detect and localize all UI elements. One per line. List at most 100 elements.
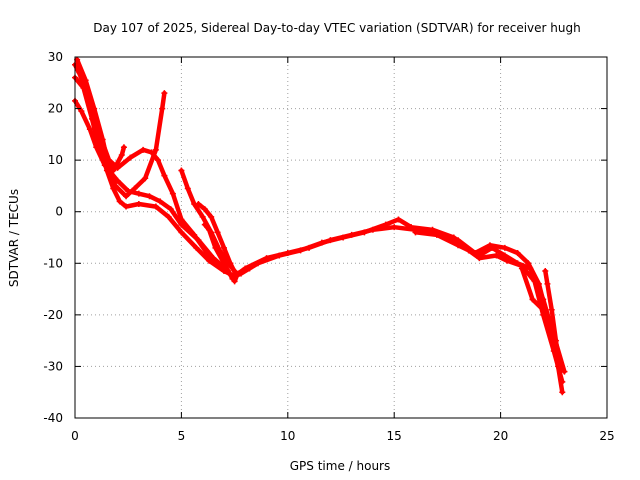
data-point <box>120 144 127 151</box>
data-point <box>116 198 123 205</box>
data-point <box>489 244 496 251</box>
data-point <box>501 244 508 251</box>
data-point <box>178 229 185 236</box>
data-point <box>123 193 130 200</box>
data-point <box>318 239 325 246</box>
data-point <box>203 249 210 256</box>
data-point <box>548 306 555 313</box>
data-point <box>559 378 566 385</box>
x-axis-title: GPS time / hours <box>290 459 391 473</box>
y-axis-title: SDTVAR / TECUs <box>7 189 21 287</box>
y-tick-label: 10 <box>48 153 63 167</box>
data-point <box>391 224 398 231</box>
data-point <box>429 226 436 233</box>
data-point <box>154 157 161 164</box>
data-point <box>184 185 191 192</box>
data-point <box>93 144 100 151</box>
data-point <box>114 164 121 171</box>
data-point <box>450 234 457 241</box>
data-point <box>206 226 213 233</box>
data-point <box>178 167 185 174</box>
data-point <box>157 198 164 205</box>
data-point <box>229 275 236 282</box>
data-point <box>503 257 510 264</box>
data-point <box>167 206 174 213</box>
data-point <box>544 280 551 287</box>
data-point <box>412 229 419 236</box>
data-point <box>140 146 147 153</box>
data-point <box>112 182 119 189</box>
y-tick-label: -20 <box>43 308 63 322</box>
axis-ticks: 0 5 10 15 20 25 -40 -30 -20 -10 0 10 20 30 <box>43 50 614 443</box>
data-point <box>165 213 172 220</box>
x-tick-label: 15 <box>387 429 402 443</box>
x-tick-label: 20 <box>493 429 508 443</box>
data-point <box>123 203 130 210</box>
y-tick-label: 30 <box>48 50 63 64</box>
series-trace-7 <box>195 200 240 285</box>
data-point <box>227 260 234 267</box>
series-trace-11 <box>542 268 564 375</box>
data-point <box>78 108 85 115</box>
data-point <box>408 224 415 231</box>
data-point <box>146 193 153 200</box>
x-tick-label: 5 <box>178 429 186 443</box>
data-point <box>529 296 536 303</box>
data-point <box>76 69 83 76</box>
data-point <box>493 252 500 259</box>
data-point <box>106 157 113 164</box>
data-point <box>514 249 521 256</box>
data-point <box>195 200 202 207</box>
data-point <box>395 216 402 223</box>
data-point <box>233 273 240 280</box>
data-point <box>340 234 347 241</box>
data-point <box>97 133 104 140</box>
data-point <box>86 100 93 107</box>
data-point <box>216 262 223 269</box>
data-point <box>476 255 483 262</box>
x-tick-label: 10 <box>280 429 295 443</box>
data-point <box>220 244 227 251</box>
data-point <box>135 200 142 207</box>
data-point <box>552 337 559 344</box>
plot-frame <box>74 56 608 419</box>
data-point <box>118 151 125 158</box>
y-tick-label: -40 <box>43 411 63 425</box>
data-point <box>542 268 549 275</box>
data-point <box>212 244 219 251</box>
data-point <box>255 260 262 267</box>
x-tick-label: 0 <box>71 429 79 443</box>
data-point <box>152 203 159 210</box>
data-point <box>161 90 168 97</box>
x-tick-label: 25 <box>599 429 614 443</box>
data-point <box>148 149 155 156</box>
data-point <box>159 105 166 112</box>
data-point <box>161 172 168 179</box>
series-layer <box>72 56 568 396</box>
data-point <box>455 242 462 249</box>
data-point <box>206 257 213 264</box>
data-point <box>559 389 566 396</box>
data-point <box>131 185 138 192</box>
data-point <box>106 164 113 171</box>
data-point <box>540 306 547 313</box>
data-point <box>518 265 525 272</box>
data-point <box>433 231 440 238</box>
data-point <box>361 229 368 236</box>
data-point <box>178 216 185 223</box>
data-point <box>193 244 200 251</box>
data-point <box>382 221 389 228</box>
data-point <box>531 278 538 285</box>
data-point <box>127 154 134 161</box>
chart-title: Day 107 of 2025, Sidereal Day-to-day VTE… <box>93 21 580 35</box>
data-point <box>135 190 142 197</box>
y-tick-label: 20 <box>48 102 63 116</box>
data-point <box>246 265 253 272</box>
data-point <box>152 146 159 153</box>
data-point <box>527 265 534 272</box>
data-point <box>199 213 206 220</box>
series-line-core <box>197 203 238 282</box>
y-tick-label: -10 <box>43 256 63 270</box>
